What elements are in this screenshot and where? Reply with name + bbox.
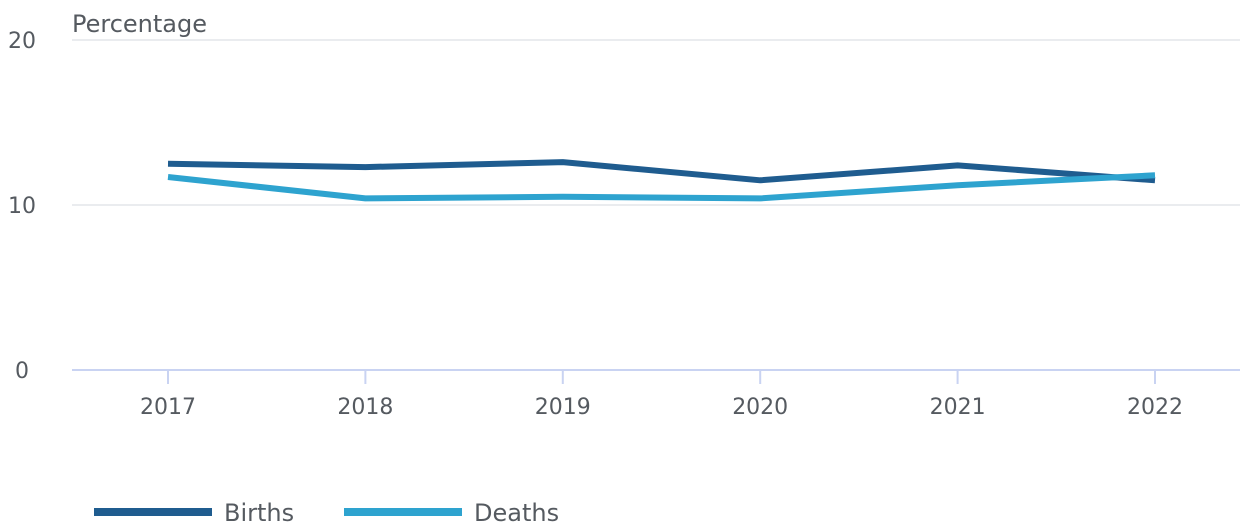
- legend: Births Deaths: [94, 499, 559, 524]
- legend-label-births: Births: [224, 499, 294, 524]
- y-tick-label: 10: [8, 194, 36, 219]
- y-axis-title: Percentage: [72, 10, 207, 38]
- x-tick-label: 2021: [930, 395, 986, 420]
- series-line-births: [167, 159, 1156, 184]
- y-tick-label: 0: [15, 359, 29, 384]
- gridlines: [72, 39, 1240, 206]
- x-tick-label: 2020: [732, 395, 788, 420]
- x-tick-label: 2018: [337, 395, 393, 420]
- legend-label-deaths: Deaths: [474, 499, 559, 524]
- x-tick-label: 2019: [535, 395, 591, 420]
- axes: 0 10 20 Percentage 2017 2018 2019 2020 2021 2022: [8, 10, 1240, 420]
- series-line-deaths: [167, 172, 1156, 202]
- y-tick-label: 20: [8, 29, 36, 54]
- x-tick-label: 2022: [1127, 395, 1183, 420]
- x-tick-label: 2017: [140, 395, 196, 420]
- series-lines: [167, 159, 1156, 202]
